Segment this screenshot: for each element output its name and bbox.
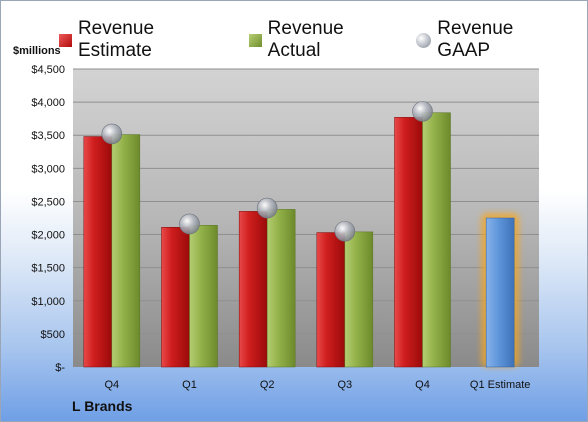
bar-actual <box>189 225 218 368</box>
marker-gaap <box>256 197 278 219</box>
y-tick-label: $4,500 <box>31 64 65 76</box>
plot-background <box>73 69 539 367</box>
y-tick-label: $2,500 <box>31 196 65 208</box>
legend-label-estimate: Revenue Estimate <box>77 18 155 61</box>
y-tick-label: $1,000 <box>31 296 65 308</box>
x-tick-label: Q2 <box>260 379 275 391</box>
gridlines <box>73 68 539 335</box>
marker-gaap <box>334 220 356 242</box>
legend-swatch-gaap <box>416 32 432 48</box>
legend-swatch-estimate <box>59 33 72 47</box>
bar-actual <box>111 134 141 368</box>
x-axis-labels: Q4 Q1 Q2 Q3 Q4 Q1 Estimate <box>104 379 530 391</box>
legend-swatch-actual <box>248 33 262 47</box>
legend: Revenue Estimate Revenue Actual Revenue … <box>59 18 587 62</box>
y-tick-label: $2,000 <box>31 230 65 242</box>
bar-forecast <box>485 217 515 368</box>
y-tick-label: $4,000 <box>31 97 65 109</box>
bar-actual <box>422 112 451 368</box>
bar-estimate <box>316 232 346 368</box>
marker-gaap <box>101 123 123 145</box>
y-tick-label: $3,500 <box>31 130 65 142</box>
y-tick-label: $1,500 <box>31 263 65 275</box>
x-tick-label: Q3 <box>337 379 352 391</box>
y-tick-label: $500 <box>41 329 65 341</box>
bars <box>83 101 520 368</box>
legend-item-actual: Revenue Actual <box>248 18 401 62</box>
bar-estimate <box>83 136 113 368</box>
marker-gaap <box>412 101 433 122</box>
x-tick-label: Q4 <box>104 379 119 391</box>
x-tick-label: Q4 <box>415 379 430 391</box>
bar-estimate <box>238 211 268 368</box>
legend-item-gaap: Revenue GAAP <box>416 18 571 62</box>
y-axis-ticks: $- $500 $1,000 $1,500 $2,000 $2,500 $3,000 $3,5… <box>31 64 65 374</box>
y-tick-label: $- <box>55 362 65 374</box>
company-name: L Brands <box>72 398 133 414</box>
bar-actual <box>266 209 296 368</box>
x-tick-label: Q1 Estimate <box>470 379 531 391</box>
legend-item-estimate: Revenue Estimate <box>59 18 233 62</box>
marker-gaap <box>179 213 200 235</box>
x-tick-label: Q1 <box>182 379 197 391</box>
unit-label: $millions <box>13 45 61 57</box>
y-tick-label: $3,000 <box>31 163 65 175</box>
bar-estimate <box>394 117 423 368</box>
legend-label-gaap: Revenue GAAP <box>437 18 514 61</box>
bar-actual <box>344 231 374 368</box>
legend-label-actual: Revenue Actual <box>267 18 344 61</box>
bar-estimate <box>161 227 190 368</box>
